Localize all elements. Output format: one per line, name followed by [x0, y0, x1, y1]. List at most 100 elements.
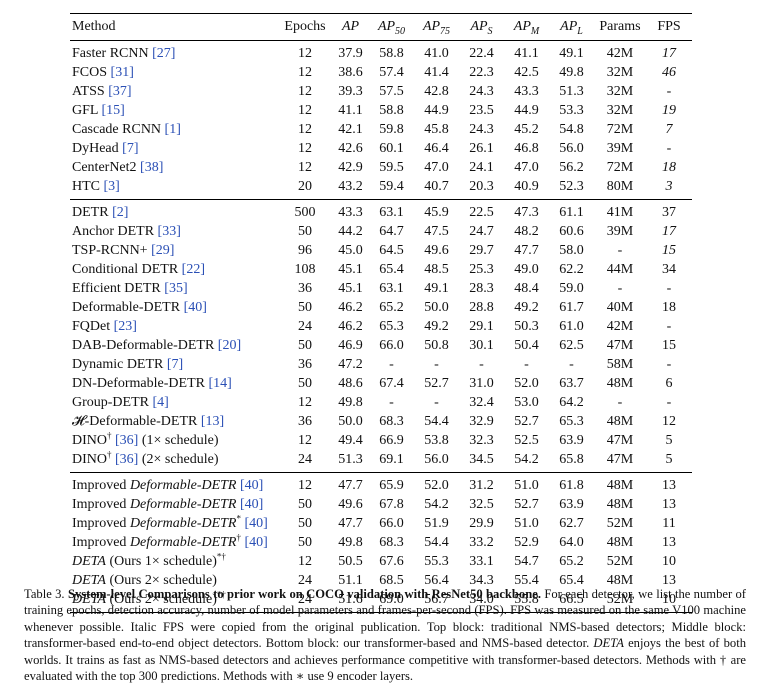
method-cell: Improved Deformable-DETR† [40]	[70, 533, 278, 552]
apm-cell: 55.4	[514, 573, 539, 588]
aps-cell: 32.3	[469, 433, 494, 448]
citation-link[interactable]: [35]	[164, 281, 188, 296]
citation-link[interactable]: [40]	[239, 478, 264, 493]
params-cell: 42M	[606, 319, 634, 334]
citation-link[interactable]: [13]	[200, 414, 225, 429]
aps-cell: 32.4	[469, 395, 494, 410]
ap75-cell: 46.4	[424, 141, 449, 156]
caption-body-1: For each detector, we list the number of…	[24, 587, 746, 651]
citation-link[interactable]: [14]	[208, 376, 232, 391]
citation-link[interactable]: [40]	[239, 497, 264, 512]
citation-link[interactable]: [4]	[152, 395, 169, 410]
aps-cell: 22.3	[469, 65, 494, 80]
aps-cell: 20.3	[469, 179, 494, 194]
citation-link[interactable]: [7]	[122, 141, 139, 156]
ap75-cell: -	[434, 357, 439, 372]
apl-cell: 63.9	[559, 497, 584, 512]
method-prefix: Improved	[72, 516, 127, 531]
fps-cell: -	[666, 281, 672, 296]
apl-cell: 65.3	[559, 414, 584, 429]
fps-cell: 6	[665, 376, 673, 391]
header-method: Method	[72, 19, 116, 34]
aps-cell: 33.2	[469, 535, 494, 550]
ap50-cell: 59.5	[379, 160, 404, 175]
fps-cell: 34	[662, 262, 676, 277]
citation-link[interactable]: [7]	[166, 357, 184, 372]
citation-link[interactable]: [1]	[164, 122, 181, 137]
apm-cell: 52.0	[514, 376, 539, 391]
citation-link[interactable]: [40]	[244, 516, 268, 531]
method-cell: Improved Deformable-DETR [40]	[70, 495, 278, 514]
method-cell: Faster RCNN [27]	[70, 41, 278, 64]
method-cell: DETA (Ours 1× schedule)*†	[70, 552, 278, 571]
citation-link[interactable]: [33]	[157, 224, 181, 239]
citation-link[interactable]: [29]	[151, 243, 175, 258]
ap-cell: 51.1	[338, 573, 363, 588]
ap-cell: 48.6	[338, 376, 363, 391]
header-fps: FPS	[657, 19, 681, 34]
fps-cell: 13	[662, 478, 676, 493]
citation-link[interactable]: [3]	[103, 179, 120, 194]
ap-cell: 46.2	[338, 300, 363, 315]
method-name: Dynamic DETR	[72, 357, 164, 372]
method-suffix: (Ours 2× schedule)	[109, 592, 217, 607]
ap-cell: 39.3	[338, 84, 363, 99]
apl-cell: 49.8	[559, 65, 584, 80]
header-epochs: Epochs	[284, 19, 326, 34]
apl-cell: 66.5	[559, 592, 584, 607]
method-name: Anchor DETR	[72, 224, 155, 239]
ap75-cell: 54.2	[424, 497, 449, 512]
citation-link[interactable]: [37]	[108, 84, 132, 99]
header-apl: APL	[560, 19, 583, 37]
params-cell: 44M	[606, 262, 634, 277]
apm-cell: 53.0	[514, 395, 539, 410]
apl-cell: 65.8	[559, 452, 584, 467]
citation-link[interactable]: [20]	[217, 338, 242, 353]
citation-link[interactable]: [40]	[244, 535, 268, 550]
citation-link[interactable]: [40]	[183, 300, 207, 315]
header-ap50: AP50	[377, 19, 406, 37]
citation-link[interactable]: [38]	[140, 160, 164, 175]
ap-cell: 46.2	[338, 319, 363, 334]
params-cell: 48M	[606, 376, 634, 391]
citation-link[interactable]: [15]	[101, 103, 125, 118]
epochs-cell: 50	[298, 224, 312, 239]
ap50-cell: 68.3	[379, 414, 404, 429]
citation-link[interactable]: [36]	[115, 433, 139, 448]
aps-cell: 29.9	[469, 516, 494, 531]
apm-cell: 47.3	[514, 205, 539, 220]
citation-link[interactable]: [22]	[181, 262, 205, 277]
method-cell: Conditional DETR [22]	[70, 260, 278, 279]
fps-cell: 18	[662, 300, 676, 315]
ap-cell: 49.8	[338, 535, 363, 550]
ap50-cell: 59.4	[379, 179, 404, 194]
citation-link[interactable]: [36]	[115, 452, 139, 467]
ap75-cell: 47.5	[424, 224, 449, 239]
apm-cell: 51.0	[514, 478, 539, 493]
header-ap75: AP75	[422, 19, 451, 37]
fps-cell: 19	[662, 103, 676, 118]
citation-link[interactable]: [23]	[113, 319, 137, 334]
caption-body-2: enjoys the best of both worlds. It train…	[24, 636, 746, 684]
apm-cell: 45.2	[514, 122, 539, 137]
method-name: Deformable-DETR	[129, 478, 237, 493]
aps-cell: 24.7	[469, 224, 494, 239]
ap75-cell: 50.8	[424, 338, 449, 353]
citation-link[interactable]: [27]	[152, 46, 176, 61]
ap75-cell: 54.4	[424, 535, 449, 550]
citation-link[interactable]: [2]	[112, 205, 129, 220]
fps-cell: 12	[662, 414, 676, 429]
epochs-cell: 24	[298, 573, 312, 588]
method-marker: †	[107, 430, 112, 441]
ap50-cell: 65.4	[379, 262, 404, 277]
aps-cell: 22.4	[469, 46, 494, 61]
apm-cell: 44.9	[514, 103, 539, 118]
ap75-cell: 45.8	[424, 122, 449, 137]
table-row: Conditional DETR [22] 108 45.1 65.4 48.5 25.3…	[70, 260, 692, 279]
ap75-cell: 55.3	[424, 554, 449, 569]
citation-link[interactable]: [31]	[110, 65, 134, 80]
epochs-cell: 24	[298, 319, 312, 334]
epochs-cell: 12	[298, 433, 312, 448]
fps-cell: 17	[662, 224, 676, 239]
ap-cell: 42.6	[338, 141, 363, 156]
